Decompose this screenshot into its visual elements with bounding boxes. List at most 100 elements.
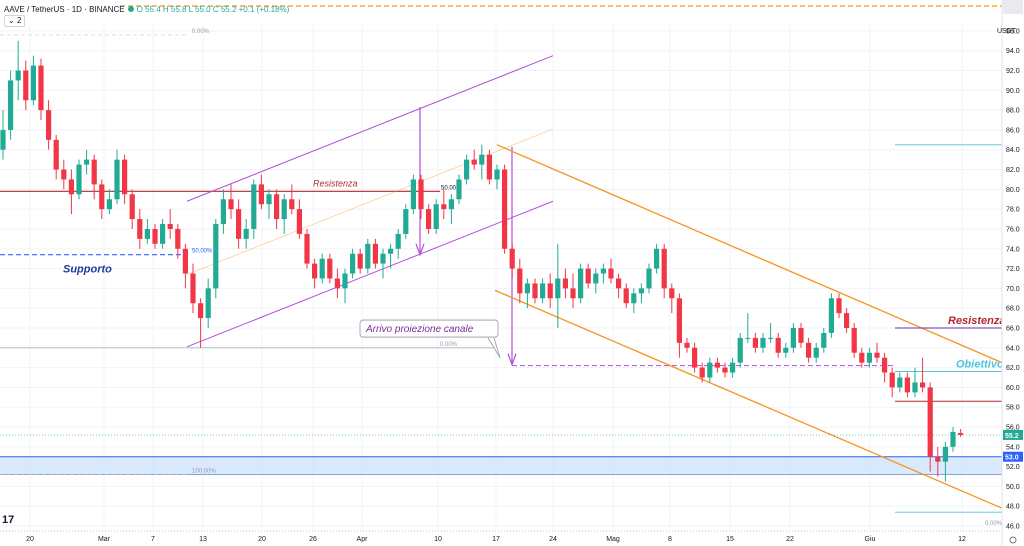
candle-body xyxy=(707,362,713,378)
candle-body xyxy=(327,258,333,279)
candle-body xyxy=(935,456,941,462)
candle-body xyxy=(0,129,6,150)
candle-body xyxy=(699,367,705,378)
candle-body xyxy=(410,179,416,210)
candle-body xyxy=(129,194,135,220)
candle-body xyxy=(312,263,318,279)
candle-body xyxy=(661,248,667,289)
candle-body xyxy=(882,357,888,373)
price-tick-label: 70.0 xyxy=(1006,286,1020,293)
price-tick-label: 86.0 xyxy=(1006,127,1020,134)
time-tick-label: Giu xyxy=(865,536,876,543)
candle-body xyxy=(441,204,447,210)
candle-body xyxy=(714,362,720,368)
time-axis: 20 Mar 7 13 20 26 Apr 10 17 24 Mag 8 15 22 Giu 12 xyxy=(0,530,1017,544)
candle-body xyxy=(296,209,302,234)
support-zone xyxy=(0,456,1002,475)
candle-body xyxy=(433,204,439,229)
candle-body xyxy=(357,253,363,269)
candle-body xyxy=(456,179,462,200)
candle-body xyxy=(137,219,143,239)
candle-body xyxy=(676,298,682,343)
candle-body xyxy=(775,337,781,353)
time-tick-label: 8 xyxy=(668,536,672,543)
candle-body xyxy=(30,65,36,101)
fib-0-label-b: 0.00% xyxy=(440,342,458,348)
chart-header: AAVE / TetherUS · 1D · BINANCE O 55.4 H … xyxy=(4,2,289,16)
candle-body xyxy=(167,224,173,229)
settings-gear-icon[interactable] xyxy=(1009,536,1017,544)
candle-body xyxy=(403,209,409,234)
price-tick-label: 52.0 xyxy=(1006,464,1020,471)
candle-body xyxy=(509,248,515,269)
candle-body xyxy=(874,352,880,358)
status-dot-icon xyxy=(127,6,134,12)
fib-0-label-c: 0.00% xyxy=(985,521,1003,527)
level-53-badge xyxy=(1003,451,1023,462)
price-tick-label: 58.0 xyxy=(1006,405,1020,412)
price-tick-label: 90.0 xyxy=(1006,88,1020,95)
time-tick-label: 7 xyxy=(151,536,155,543)
candle-body xyxy=(752,337,758,348)
candle-body xyxy=(897,377,903,388)
candle-body xyxy=(889,372,895,388)
candle-body xyxy=(540,283,546,299)
price-tick-label: 80.0 xyxy=(1006,187,1020,194)
obiettivo-label: Obiettivo xyxy=(956,359,1004,371)
grid xyxy=(0,22,1002,530)
price-tick-label: 82.0 xyxy=(1006,167,1020,174)
annotations: Resistenza Supporto 50.00% 50.00 0.00% 0.00% 0… xyxy=(63,29,1005,527)
price-tick-label: 96.0 xyxy=(1006,28,1020,35)
time-tick-label: 24 xyxy=(549,536,557,543)
supporto-label: Supporto xyxy=(63,264,112,276)
resistenza-label-left: Resistenza xyxy=(313,178,358,188)
candle-body xyxy=(942,446,948,462)
candle-body xyxy=(722,367,728,373)
indicator-toggle[interactable]: ⌄ 2 xyxy=(4,15,26,27)
candle-body xyxy=(593,273,599,284)
time-tick-label: Apr xyxy=(357,536,369,543)
candle-body xyxy=(585,268,591,284)
candle-body xyxy=(859,352,865,363)
candle-body xyxy=(760,337,766,348)
candle-body xyxy=(821,332,827,348)
price-tick-label: 72.0 xyxy=(1006,266,1020,273)
price-tick-label: 48.0 xyxy=(1006,504,1020,511)
candle-body xyxy=(84,159,90,165)
channel-mid xyxy=(186,128,554,275)
candle-body xyxy=(958,432,964,435)
candle-body xyxy=(851,327,857,353)
price-tick-label: 88.0 xyxy=(1006,108,1020,115)
demand-zone xyxy=(0,456,1002,475)
arrivo-label: Arrivo proiezione canale xyxy=(365,324,474,335)
candle-body xyxy=(68,179,74,195)
candle-body xyxy=(281,199,287,220)
price-tick-label: 62.0 xyxy=(1006,365,1020,372)
symbol-title[interactable]: AAVE / TetherUS · 1D · BINANCE xyxy=(4,4,125,14)
arrow-head-1 xyxy=(415,243,425,257)
fib-100-label: 100.00% xyxy=(192,469,216,475)
candle-body xyxy=(448,199,454,210)
candle-body xyxy=(160,224,166,244)
candle-body xyxy=(274,194,280,220)
candle-body xyxy=(380,253,386,264)
candle-body xyxy=(866,352,872,363)
price-axis: 96.0 94.0 92.0 90.0 88.0 86.0 84.0 82.0 80.0 78.0… xyxy=(1001,0,1024,546)
candle-body xyxy=(950,431,956,447)
candle-body xyxy=(38,65,44,111)
time-tick-label: 13 xyxy=(199,536,207,543)
candle-body xyxy=(745,337,751,339)
level-53-label: 53.0 xyxy=(1005,455,1019,462)
candle-body xyxy=(205,288,211,319)
candle-body xyxy=(304,233,310,264)
candle-body xyxy=(570,288,576,299)
time-tick-label: Mar xyxy=(98,536,111,543)
candle-body xyxy=(783,347,789,353)
candle-body xyxy=(175,228,181,249)
candle-body xyxy=(106,199,112,210)
candle-body xyxy=(289,199,295,210)
candle-body xyxy=(220,199,226,225)
candle-body xyxy=(798,327,804,343)
price-tick-label: 64.0 xyxy=(1006,345,1020,352)
